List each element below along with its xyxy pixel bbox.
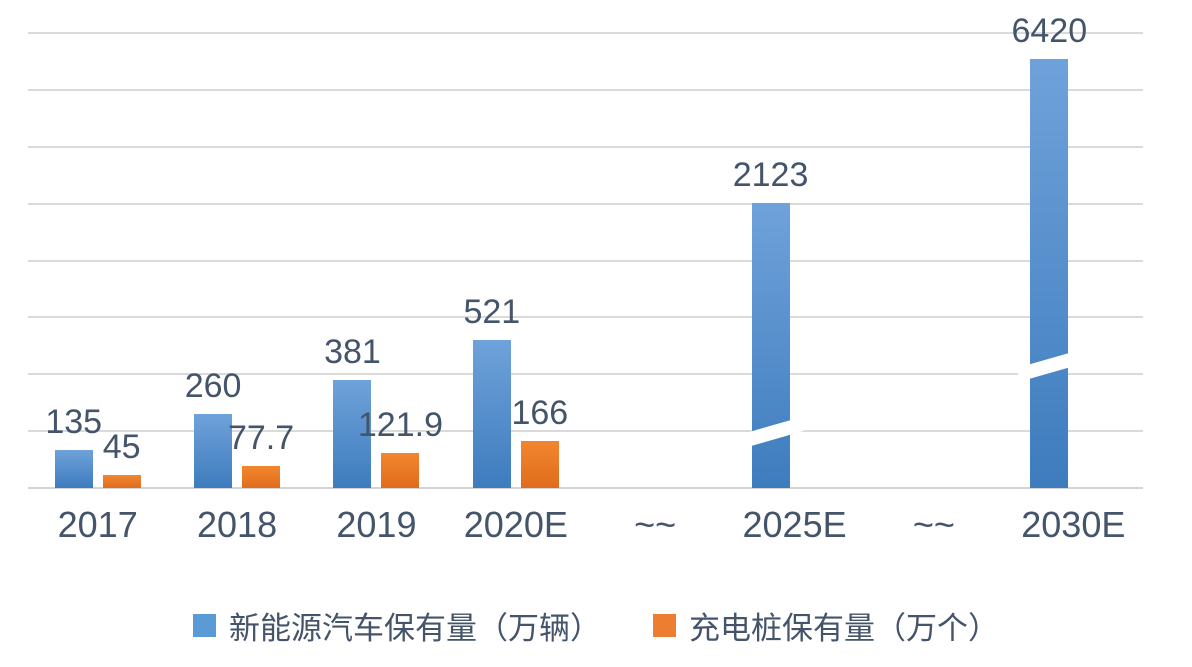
- gridline: [28, 145, 1143, 148]
- x-axis-line: [28, 487, 1143, 489]
- value-label-2019-pile: 121.9: [357, 406, 443, 445]
- bar-nev-2020E: [472, 339, 511, 488]
- bar-pile-2018: [242, 465, 281, 488]
- bar-pile-2017: [102, 475, 141, 488]
- gridline: [28, 316, 1143, 319]
- bar-pile-2019: [381, 453, 420, 488]
- gridline: [28, 32, 1143, 34]
- value-label-2020E-pile: 166: [511, 393, 569, 432]
- x-axis-label-2017: 2017: [57, 504, 138, 545]
- bar-nev-2019: [333, 379, 372, 488]
- bar-nev-2025E: [751, 203, 790, 488]
- x-axis-label-2030E: 2030E: [1021, 504, 1126, 545]
- bar-nev-2030E: [1030, 58, 1069, 488]
- value-label-2019-nev: 381: [324, 332, 381, 371]
- legend-item-nev: 新能源汽车保有量（万辆）: [193, 603, 601, 648]
- value-label-2017-nev: 135: [45, 402, 103, 441]
- gridline: [28, 259, 1143, 262]
- legend: 新能源汽车保有量（万辆） 充电桩保有量（万个）: [0, 603, 1192, 648]
- x-axis-label-2020E: 2020E: [463, 504, 568, 545]
- legend-item-charging-pile: 充电桩保有量（万个）: [653, 603, 999, 648]
- gridline: [28, 430, 1143, 433]
- x-axis-break-label: ~~: [912, 504, 955, 545]
- gridline: [28, 373, 1143, 376]
- bar-nev-2018: [194, 414, 233, 488]
- legend-label-charging-pile: 充电桩保有量（万个）: [689, 611, 999, 646]
- value-label-2030E-nev: 6420: [1011, 11, 1088, 50]
- x-axis-label-2019: 2019: [336, 504, 417, 545]
- bar-nev-2017: [54, 449, 93, 488]
- value-label-2018-nev: 260: [184, 367, 242, 406]
- value-label-2018-pile: 77.7: [227, 418, 295, 457]
- value-label-2020E-nev: 521: [463, 292, 521, 331]
- value-label-2017-pile: 45: [102, 428, 141, 467]
- x-axis-break-label: ~~: [634, 504, 677, 545]
- gridline: [28, 202, 1143, 205]
- gridline: [28, 88, 1143, 91]
- legend-swatch-charging-pile: [653, 614, 676, 637]
- legend-label-nev: 新能源汽车保有量（万辆）: [229, 611, 601, 646]
- bar-pile-2020E: [520, 440, 559, 488]
- value-label-2025E-nev: 2123: [732, 156, 809, 195]
- x-axis-label-2018: 2018: [197, 504, 278, 545]
- x-axis-label-2025E: 2025E: [742, 504, 847, 545]
- legend-swatch-nev: [193, 614, 216, 637]
